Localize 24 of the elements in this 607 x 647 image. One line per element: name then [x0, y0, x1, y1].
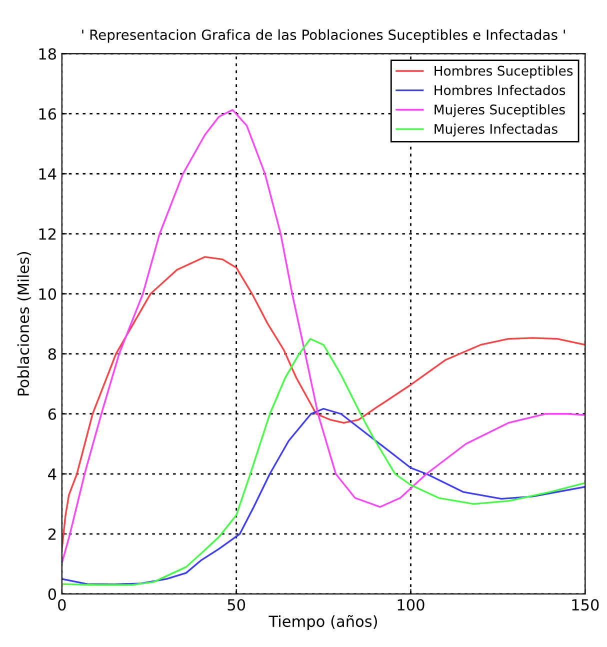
x-tick-label: 100	[398, 599, 424, 611]
chart-title: ' Representacion Grafica de las Poblaciones Suceptibles e Infectadas '	[82, 29, 565, 43]
legend-label: Mujeres Suceptibles	[434, 104, 565, 118]
x-axis-title: Tiempo (años)	[268, 614, 377, 630]
line-series	[62, 256, 586, 550]
x-tick-label: 50	[228, 599, 246, 611]
x-tick-label: 150	[572, 599, 599, 611]
y-tick-label: 6	[48, 408, 56, 420]
y-tick-label: 8	[48, 348, 56, 360]
y-tick-label: 0	[48, 588, 56, 600]
legend-label: Mujeres Infectadas	[434, 124, 558, 136]
y-tick-label: 2	[48, 528, 56, 540]
legend-label: Hombres Suceptibles	[434, 66, 573, 78]
legend-label: Hombres Infectados	[434, 84, 566, 96]
y-tick-label: 12	[39, 228, 56, 240]
y-tick-label: 18	[39, 48, 56, 60]
y-tick-label: 10	[39, 288, 56, 300]
line-series	[62, 338, 586, 586]
y-tick-label: 14	[39, 168, 56, 180]
y-tick-label: 16	[39, 108, 56, 120]
y-axis-title: Poblaciones (Miles)	[17, 252, 31, 396]
x-tick-label: 0	[58, 599, 66, 611]
line-series	[62, 408, 586, 586]
y-tick-label: 4	[48, 468, 56, 480]
